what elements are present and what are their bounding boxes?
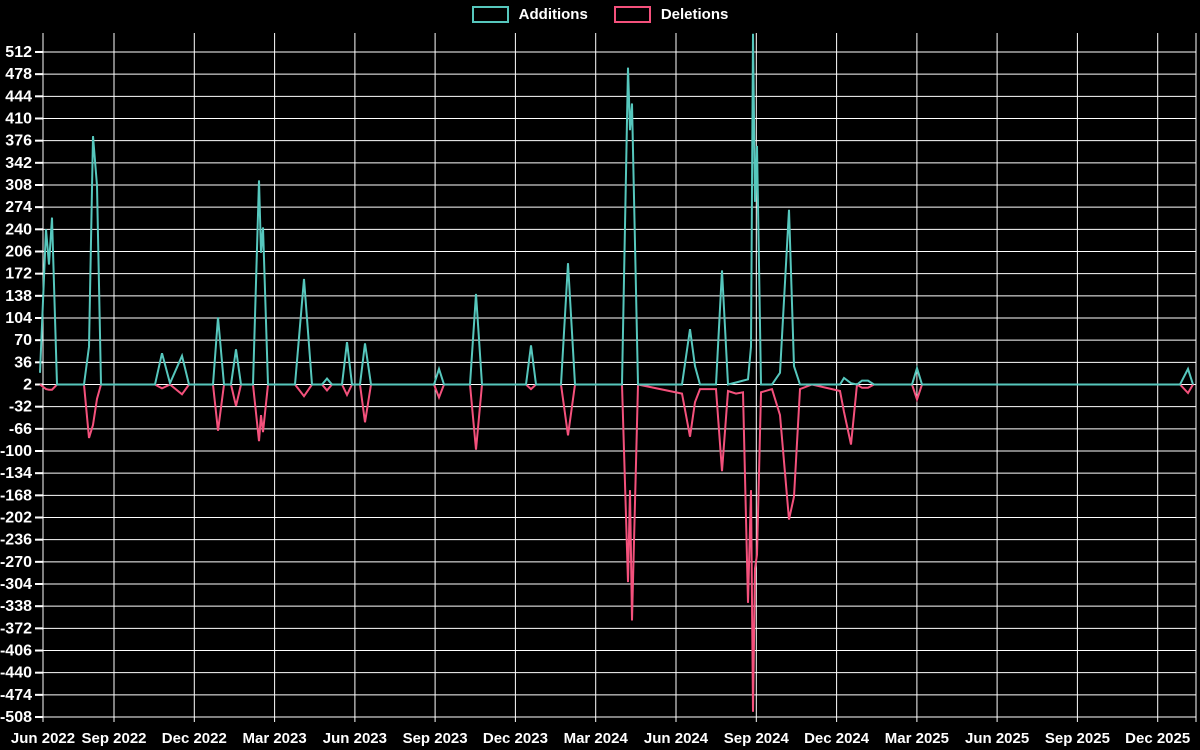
additions-line	[39, 33, 1194, 387]
svg-text:-32: -32	[9, 399, 32, 416]
svg-text:-338: -338	[0, 598, 32, 615]
svg-text:Dec 2022: Dec 2022	[162, 730, 227, 747]
svg-text:172: 172	[5, 266, 32, 283]
svg-text:Dec 2023: Dec 2023	[483, 730, 548, 747]
chart-legend: Additions Deletions	[0, 6, 1200, 23]
svg-text:478: 478	[5, 66, 32, 83]
gridlines	[35, 50, 1196, 719]
svg-text:308: 308	[5, 177, 32, 194]
svg-text:-202: -202	[0, 510, 32, 527]
svg-text:Jun 2024: Jun 2024	[644, 730, 709, 747]
svg-text:512: 512	[5, 44, 32, 61]
gridlines-vertical	[42, 33, 1197, 722]
svg-text:Sep 2025: Sep 2025	[1045, 730, 1110, 747]
svg-text:Jun 2025: Jun 2025	[965, 730, 1029, 747]
svg-text:Mar 2024: Mar 2024	[564, 730, 629, 747]
svg-text:Dec 2024: Dec 2024	[804, 730, 870, 747]
svg-text:-474: -474	[0, 687, 32, 704]
svg-text:-100: -100	[0, 443, 32, 460]
svg-text:Dec 2025: Dec 2025	[1125, 730, 1190, 747]
svg-text:138: 138	[5, 288, 32, 305]
svg-text:410: 410	[5, 110, 32, 127]
svg-text:444: 444	[5, 88, 32, 105]
y-axis-tick-labels: 512 478 444 410 376 342 308 274 240 206 172 138 104 7…	[0, 44, 32, 726]
svg-text:-134: -134	[0, 465, 32, 482]
svg-text:Sep 2023: Sep 2023	[403, 730, 468, 747]
legend-label-deletions: Deletions	[660, 6, 729, 23]
svg-text:-440: -440	[0, 665, 32, 682]
svg-text:-372: -372	[0, 620, 32, 637]
svg-text:Mar 2023: Mar 2023	[242, 730, 306, 747]
svg-text:274: 274	[5, 199, 32, 216]
svg-text:Sep 2024: Sep 2024	[724, 730, 790, 747]
svg-text:342: 342	[5, 155, 32, 172]
svg-text:-304: -304	[0, 576, 32, 593]
svg-text:-168: -168	[0, 487, 32, 504]
svg-text:376: 376	[5, 133, 32, 150]
svg-text:Jun 2022: Jun 2022	[11, 730, 75, 747]
legend-item-additions[interactable]: Additions	[471, 6, 588, 23]
svg-text:-508: -508	[0, 709, 32, 726]
svg-text:70: 70	[14, 332, 32, 349]
deletions-line	[39, 382, 1194, 712]
svg-text:-66: -66	[9, 421, 32, 438]
legend-item-deletions[interactable]: Deletions	[613, 6, 729, 23]
svg-text:-406: -406	[0, 643, 32, 660]
deletions-swatch-icon	[613, 6, 651, 23]
legend-label-additions: Additions	[518, 6, 588, 23]
svg-text:240: 240	[5, 221, 32, 238]
svg-text:Jun 2023: Jun 2023	[323, 730, 387, 747]
svg-text:2: 2	[23, 377, 32, 394]
svg-text:104: 104	[5, 310, 32, 327]
additions-swatch-icon	[471, 6, 509, 23]
x-axis-tick-labels: Jun 2022 Sep 2022 Dec 2022 Mar 2023 Jun 2023…	[11, 730, 1190, 747]
svg-text:-236: -236	[0, 532, 32, 549]
svg-text:206: 206	[5, 243, 32, 260]
svg-text:-270: -270	[0, 554, 32, 571]
svg-text:Sep 2022: Sep 2022	[81, 730, 146, 747]
svg-text:Mar 2025: Mar 2025	[885, 730, 949, 747]
svg-text:36: 36	[14, 354, 32, 371]
